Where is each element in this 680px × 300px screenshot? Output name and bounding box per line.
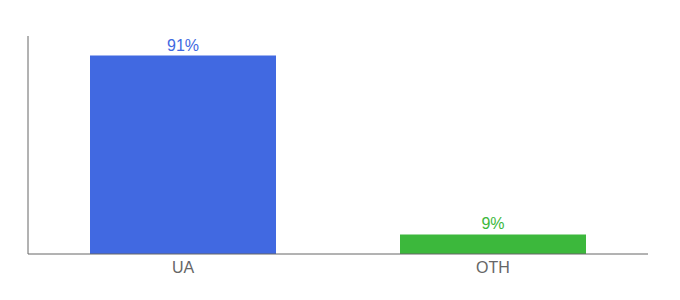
svg-text:UA: UA: [172, 259, 195, 276]
svg-text:OTH: OTH: [476, 259, 510, 276]
svg-text:91%: 91%: [167, 37, 199, 54]
svg-text:9%: 9%: [481, 215, 504, 232]
